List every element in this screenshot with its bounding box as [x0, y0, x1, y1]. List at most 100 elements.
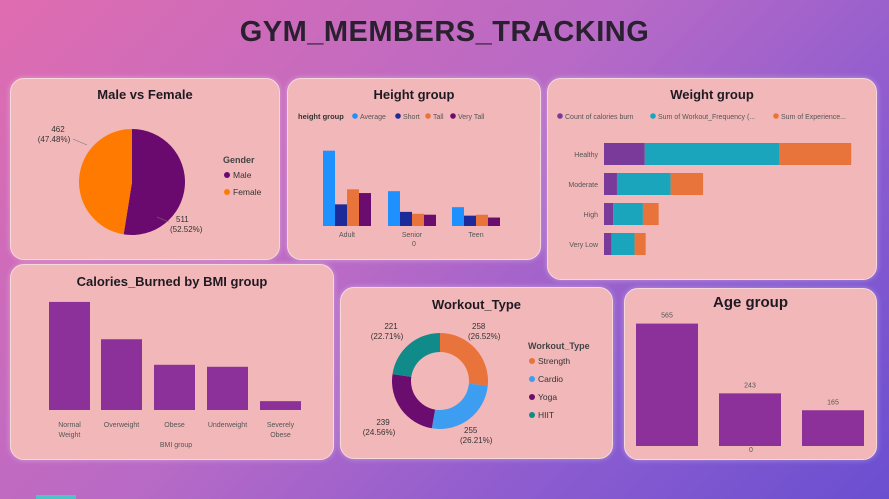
- workout-legend-label[interactable]: Cardio: [538, 374, 563, 384]
- workout-slice-yoga[interactable]: [392, 374, 436, 429]
- workout-card[interactable]: Workout_Type 258 (26.52%) 255 (26.21%) 239 (2…: [340, 287, 613, 459]
- workout-pct-label: (24.56%): [363, 428, 396, 437]
- height-category-label: Adult: [339, 232, 355, 239]
- height-legend-dot: [450, 113, 456, 119]
- workout-slice-hiit[interactable]: [392, 333, 440, 377]
- age-bar[interactable]: [719, 393, 781, 446]
- workout-value-label: 258: [472, 322, 486, 331]
- height-bar[interactable]: [400, 211, 412, 226]
- age-title: Age group: [713, 294, 788, 311]
- male-pct-label: (52.52%): [170, 225, 203, 234]
- bmi-category-label: Weight: [59, 432, 81, 439]
- weight-bar-segment[interactable]: [611, 233, 635, 255]
- bmi-category-label: Underweight: [208, 422, 247, 429]
- bmi-bar[interactable]: [260, 401, 301, 410]
- weight-chart: Count of calories burn Sum of Workout_Fre…: [557, 113, 852, 255]
- height-legend-dot: [425, 113, 431, 119]
- weight-legend-label[interactable]: Sum of Experience...: [781, 114, 846, 121]
- workout-legend-label[interactable]: Yoga: [538, 392, 557, 402]
- height-bar[interactable]: [347, 189, 359, 226]
- weight-bar-segment[interactable]: [634, 233, 646, 255]
- workout-legend-label[interactable]: Strength: [538, 356, 570, 366]
- height-card[interactable]: Height group height group Average Short Ta…: [287, 78, 541, 260]
- age-data-label: 165: [827, 399, 839, 406]
- workout-value-label: 239: [376, 418, 390, 427]
- weight-bar-segment[interactable]: [604, 173, 617, 195]
- height-legend-label[interactable]: Tall: [433, 114, 444, 121]
- age-bar[interactable]: [636, 323, 698, 446]
- bmi-title: Calories_Burned by BMI group: [76, 274, 268, 289]
- height-legend-title: height group: [298, 112, 344, 121]
- height-chart: height group Average Short Tall Very Tall A…: [298, 112, 500, 248]
- height-category-label: Teen: [468, 232, 483, 239]
- legend-male-label[interactable]: Male: [233, 170, 252, 180]
- height-legend-label[interactable]: Average: [360, 114, 386, 121]
- height-bar[interactable]: [359, 193, 371, 226]
- height-bar[interactable]: [476, 214, 488, 226]
- bmi-bar[interactable]: [154, 364, 195, 410]
- workout-legend-dot: [529, 376, 535, 382]
- weight-bar-segment[interactable]: [604, 233, 612, 255]
- gender-slice-female[interactable]: [79, 129, 132, 235]
- gender-slice-male[interactable]: [123, 129, 186, 236]
- workout-pct-label: (26.52%): [468, 332, 501, 341]
- weight-legend-dot: [557, 113, 563, 119]
- weight-bar-segment[interactable]: [616, 173, 671, 195]
- weight-bar-segment[interactable]: [644, 143, 779, 165]
- weight-bar-segment[interactable]: [670, 173, 704, 195]
- height-bar[interactable]: [464, 215, 476, 226]
- weight-card[interactable]: Weight group Count of calories burn Sum o…: [547, 78, 877, 280]
- weight-bar-segment[interactable]: [604, 143, 645, 165]
- height-bar[interactable]: [412, 213, 424, 226]
- weight-category-label: Moderate: [568, 182, 598, 189]
- height-bar[interactable]: [335, 204, 347, 226]
- workout-value-label: 221: [384, 322, 398, 331]
- age-bar[interactable]: [802, 410, 864, 446]
- age-card[interactable]: Age group 565 243 165 0: [624, 288, 877, 460]
- bmi-category-label: Normal: [58, 422, 81, 429]
- height-legend-dot: [352, 113, 358, 119]
- height-bar[interactable]: [424, 214, 436, 226]
- bmi-bar[interactable]: [101, 339, 142, 410]
- height-legend-label[interactable]: Very Tall: [458, 114, 485, 121]
- gender-title: Male vs Female: [97, 87, 193, 102]
- weight-bar-segment[interactable]: [613, 203, 643, 225]
- bmi-chart: Normal Weight Overweight Obese Underweight Se…: [49, 301, 301, 449]
- bottom-scroll-indicator[interactable]: [36, 495, 76, 499]
- height-bar[interactable]: [488, 217, 500, 226]
- workout-value-label: 255: [464, 426, 478, 435]
- workout-legend-dot: [529, 412, 535, 418]
- height-bar[interactable]: [323, 150, 335, 226]
- height-bar[interactable]: [388, 191, 400, 226]
- dashboard-title: GYM_MEMBERS_TRACKING: [239, 16, 650, 48]
- weight-legend-dot: [773, 113, 779, 119]
- age-chart: 565 243 165 0: [636, 313, 864, 454]
- workout-slice-strength[interactable]: [440, 333, 488, 386]
- height-legend-label[interactable]: Short: [403, 114, 420, 121]
- workout-pct-label: (22.71%): [371, 332, 404, 341]
- workout-legend-label[interactable]: HIIT: [538, 410, 554, 420]
- workout-legend-dot: [529, 394, 535, 400]
- height-legend-dot: [395, 113, 401, 119]
- height-bar[interactable]: [452, 207, 464, 226]
- workout-slice-cardio[interactable]: [431, 383, 488, 429]
- age-axis-zero: 0: [749, 447, 753, 454]
- bmi-bar[interactable]: [49, 301, 90, 410]
- weight-legend-label[interactable]: Sum of Workout_Frequency (...: [658, 114, 755, 121]
- height-axis-zero: 0: [412, 241, 416, 248]
- weight-bar-segment[interactable]: [604, 203, 614, 225]
- weight-category-label: Healthy: [574, 152, 598, 159]
- bmi-card[interactable]: Calories_Burned by BMI group Normal Weigh…: [10, 264, 334, 460]
- weight-category-label: High: [584, 212, 599, 219]
- male-value-label: 511: [176, 215, 189, 224]
- age-data-label: 565: [661, 313, 673, 320]
- workout-chart: 258(26.52%) 255(26.21%) 239(24.56%) 221(22.…: [363, 322, 590, 445]
- bmi-bar[interactable]: [207, 366, 248, 410]
- gender-card[interactable]: Male vs Female 462 (47.48%) 511 (52.52%)…: [10, 78, 280, 260]
- weight-bar-segment[interactable]: [642, 203, 659, 225]
- legend-female-label[interactable]: Female: [233, 187, 262, 197]
- gender-chart: 462 (47.48%) 511 (52.52%) Gender Male Fe…: [38, 125, 262, 236]
- weight-legend-label[interactable]: Count of calories burn: [565, 114, 634, 121]
- weight-bar-segment[interactable]: [779, 143, 852, 165]
- bmi-category-label: Obese: [270, 432, 291, 439]
